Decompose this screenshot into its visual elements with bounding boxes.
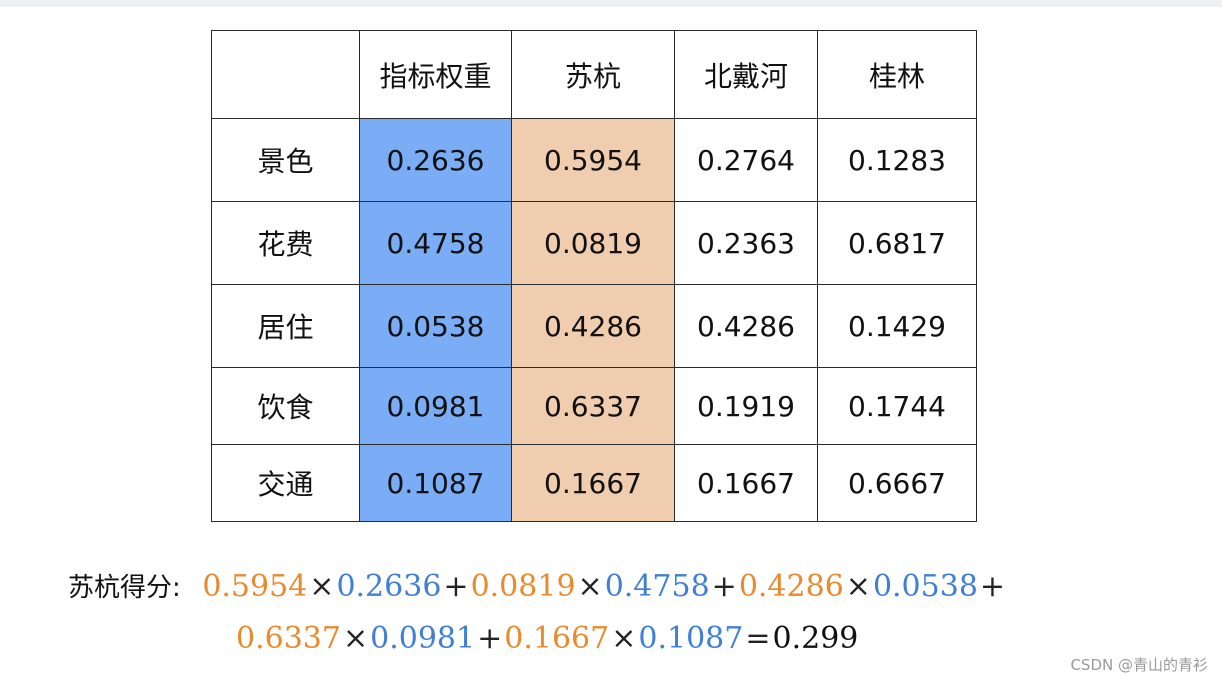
formula-operator: + xyxy=(979,569,1006,604)
top-strip xyxy=(0,0,1222,7)
formula-line-1: 苏杭得分: 0.5954×0.2636+0.0819×0.4758+0.4286… xyxy=(68,567,1007,604)
formula-operator: + xyxy=(711,569,737,604)
formula-term-weight: 0.4758 xyxy=(604,569,710,604)
formula-term-suhang: 0.6337 xyxy=(236,621,341,656)
weight-cell: 0.1087 xyxy=(359,444,512,522)
guilin-cell: 0.1283 xyxy=(817,118,977,202)
suhang-cell: 0.4286 xyxy=(511,284,675,368)
suhang-cell: 0.0819 xyxy=(511,201,675,285)
table-row: 交通 0.1087 0.1667 0.1667 0.6667 xyxy=(211,444,977,522)
guilin-cell: 0.6667 xyxy=(817,444,977,522)
formula-line-2: 0.6337×0.0981+0.1667×0.1087=0.299 xyxy=(236,621,858,656)
beidaihe-cell: 0.1919 xyxy=(674,367,818,445)
header-cell-beidaihe: 北戴河 xyxy=(674,30,818,119)
formula-term-weight: 0.2636 xyxy=(336,569,442,604)
formula-operator: × xyxy=(577,569,603,604)
suhang-cell: 0.6337 xyxy=(511,367,675,445)
formula-label: 苏杭得分: xyxy=(68,573,181,603)
formula-term-weight: 0.1087 xyxy=(638,621,744,656)
row-label: 居住 xyxy=(211,284,360,368)
header-cell-suhang: 苏杭 xyxy=(511,30,675,119)
header-cell-empty xyxy=(211,30,360,119)
beidaihe-cell: 0.4286 xyxy=(674,284,818,368)
formula-term-suhang: 0.1667 xyxy=(504,621,610,656)
formula-term-suhang: 0.0819 xyxy=(470,569,576,604)
formula-operator: × xyxy=(611,621,637,656)
weight-cell: 0.0538 xyxy=(359,284,512,368)
header-cell-weight: 指标权重 xyxy=(359,30,512,119)
suhang-cell: 0.5954 xyxy=(511,118,675,202)
table-row: 景色 0.2636 0.5954 0.2764 0.1283 xyxy=(211,118,977,202)
row-label: 花费 xyxy=(211,201,360,285)
beidaihe-cell: 0.2764 xyxy=(674,118,818,202)
formula-operator: × xyxy=(845,569,871,604)
formula-operator: + xyxy=(477,621,503,656)
guilin-cell: 0.1429 xyxy=(817,284,977,368)
header-row: 指标权重 苏杭 北戴河 桂林 xyxy=(211,30,977,119)
guilin-cell: 0.6817 xyxy=(817,201,977,285)
formula-term-suhang: 0.4286 xyxy=(738,569,844,604)
weight-cell: 0.4758 xyxy=(359,201,512,285)
formula-term-weight: 0.0538 xyxy=(872,569,978,604)
guilin-cell: 0.1744 xyxy=(817,367,977,445)
formula-operator: × xyxy=(342,621,369,656)
formula-term-weight: 0.0981 xyxy=(370,621,476,656)
formula-operator: = xyxy=(745,621,771,656)
table-row: 花费 0.4758 0.0819 0.2363 0.6817 xyxy=(211,201,977,285)
formula-result: 0.299 xyxy=(772,621,859,656)
formula-operator: + xyxy=(443,569,469,604)
table-row: 饮食 0.0981 0.6337 0.1919 0.1744 xyxy=(211,367,977,445)
suhang-cell: 0.1667 xyxy=(511,444,675,522)
weight-cell: 0.2636 xyxy=(359,118,512,202)
formula-operator: × xyxy=(309,569,335,604)
formula-term-suhang: 0.5954 xyxy=(202,569,308,604)
beidaihe-cell: 0.2363 xyxy=(674,201,818,285)
header-cell-guilin: 桂林 xyxy=(817,30,977,119)
beidaihe-cell: 0.1667 xyxy=(674,444,818,522)
table-row: 居住 0.0538 0.4286 0.4286 0.1429 xyxy=(211,284,977,368)
watermark: CSDN @青山的青衫 xyxy=(1070,656,1208,674)
row-label: 饮食 xyxy=(211,367,360,445)
row-label: 交通 xyxy=(211,444,360,522)
weight-cell: 0.0981 xyxy=(359,367,512,445)
row-label: 景色 xyxy=(211,118,360,202)
weight-table: 指标权重 苏杭 北戴河 桂林 景色 0.2636 0.5954 0.2764 0… xyxy=(211,30,977,522)
